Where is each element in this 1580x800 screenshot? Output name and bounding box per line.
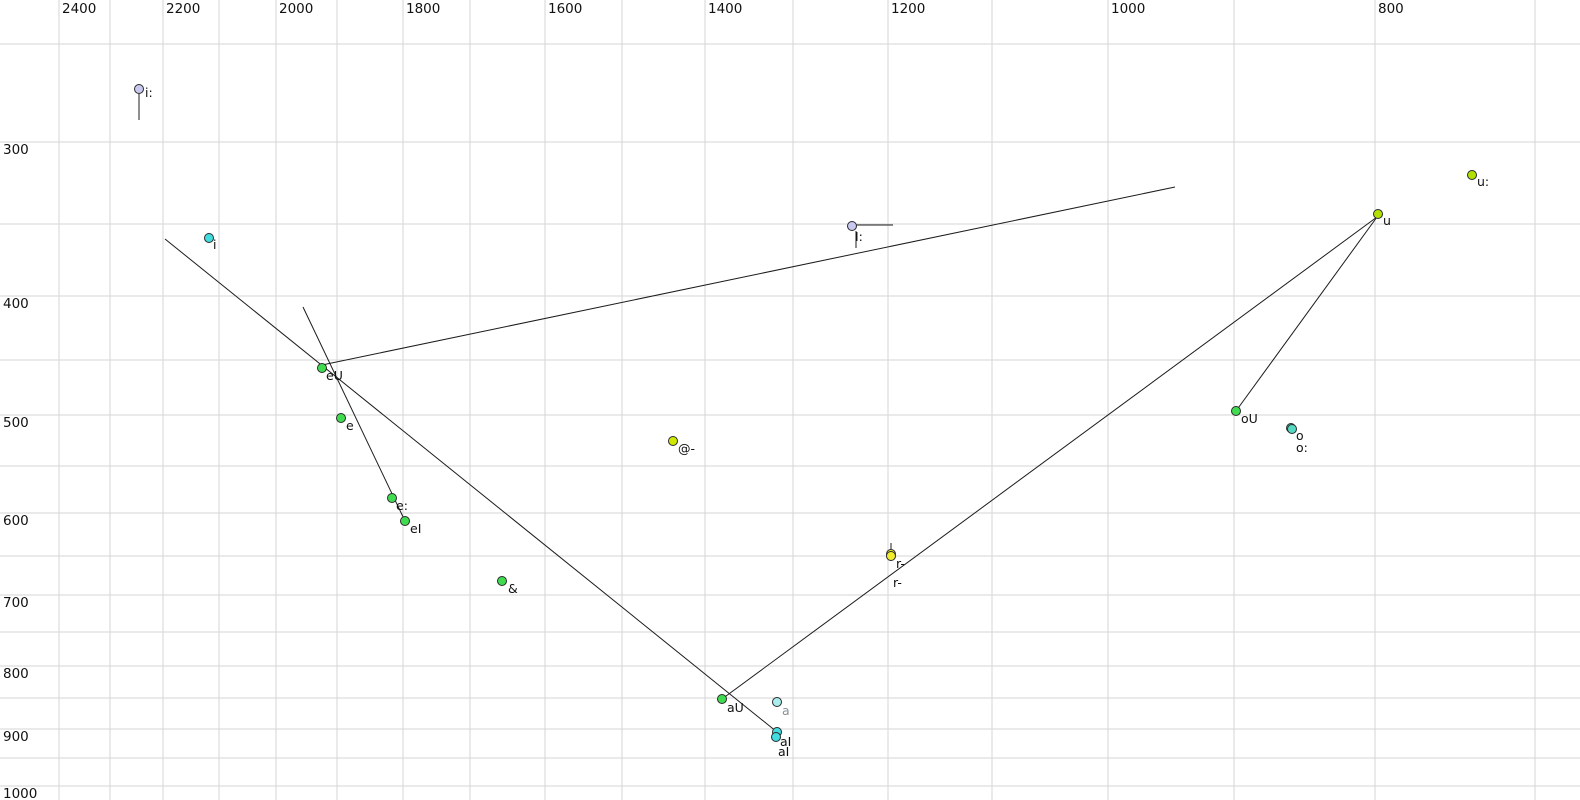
vowel-label-o: o xyxy=(1296,428,1304,443)
x-axis-tick-1800: 1800 xyxy=(406,1,440,17)
x-axis-tick-800: 800 xyxy=(1378,1,1404,17)
vowel-point-@-[interactable] xyxy=(668,436,678,446)
glide-eI xyxy=(302,306,406,522)
vowel-label-u: u xyxy=(1383,213,1391,228)
vowel-point-i[interactable] xyxy=(204,233,214,243)
vowel-point-r-[interactable] xyxy=(886,551,896,561)
vowel-point-oU[interactable] xyxy=(1231,406,1241,416)
x-axis-tick-2400: 2400 xyxy=(62,1,96,17)
vowel-label-o:: o: xyxy=(1296,440,1308,455)
y-axis-tick-400: 400 xyxy=(3,296,29,312)
x-axis-tick-1600: 1600 xyxy=(548,1,582,17)
y-axis-tick-500: 500 xyxy=(3,415,29,431)
vowel-label-eU: eU xyxy=(326,368,343,383)
x-axis-tick-1200: 1200 xyxy=(891,1,925,17)
vowel-label-oU: oU xyxy=(1241,411,1258,426)
vowel-point-I:[interactable] xyxy=(847,221,857,231)
y-axis-tick-800: 800 xyxy=(3,666,29,682)
vowel-label-i:: i: xyxy=(145,85,153,100)
vowel-label-&: & xyxy=(508,581,518,596)
vowel-label-i: i xyxy=(213,237,216,252)
vowel-point-eU[interactable] xyxy=(317,363,327,373)
vowel-label-r-: r- xyxy=(896,556,905,571)
vowel-label-I:: I: xyxy=(855,229,863,244)
vowel-label-aU: aU xyxy=(727,700,744,715)
y-axis-tick-1000: 1000 xyxy=(3,786,37,800)
glide-eU xyxy=(321,186,1176,366)
vowel-point-a[interactable] xyxy=(772,697,782,707)
y-axis-tick-700: 700 xyxy=(3,595,29,611)
vowel-point-e:[interactable] xyxy=(387,493,397,503)
vowel-label-aI: aI xyxy=(778,744,789,759)
vowel-point-i:[interactable] xyxy=(134,84,144,94)
vowel-point-o:[interactable] xyxy=(1287,424,1297,434)
glide-aI xyxy=(164,238,778,733)
vowel-point-&[interactable] xyxy=(497,576,507,586)
glide-oU xyxy=(1235,216,1378,412)
vowel-point-u[interactable] xyxy=(1373,209,1383,219)
vowel-label-e: e xyxy=(346,418,354,433)
vowel-label-aI: aI xyxy=(780,734,791,749)
vowel-label-a: a xyxy=(782,703,790,718)
vowel-label-e:: e: xyxy=(396,498,408,513)
x-axis-tick-2000: 2000 xyxy=(279,1,313,17)
vowel-point-aU[interactable] xyxy=(717,694,727,704)
y-axis-tick-300: 300 xyxy=(3,142,29,158)
y-axis-tick-900: 900 xyxy=(3,729,29,745)
x-axis-tick-1000: 1000 xyxy=(1111,1,1145,17)
vowel-label-r-: r- xyxy=(893,575,902,590)
vowel-label-@-: @- xyxy=(678,441,695,456)
x-axis-tick-1400: 1400 xyxy=(708,1,742,17)
glide-aU xyxy=(721,216,1378,700)
vowel-label-u:: u: xyxy=(1477,174,1489,189)
vowel-point-u:[interactable] xyxy=(1467,170,1477,180)
y-axis-tick-600: 600 xyxy=(3,513,29,529)
x-axis-tick-2200: 2200 xyxy=(166,1,200,17)
vowel-point-aI[interactable] xyxy=(771,732,781,742)
vowel-point-eI[interactable] xyxy=(400,516,410,526)
vowel-label-eI: eI xyxy=(410,521,421,536)
vowel-point-e[interactable] xyxy=(336,413,346,423)
